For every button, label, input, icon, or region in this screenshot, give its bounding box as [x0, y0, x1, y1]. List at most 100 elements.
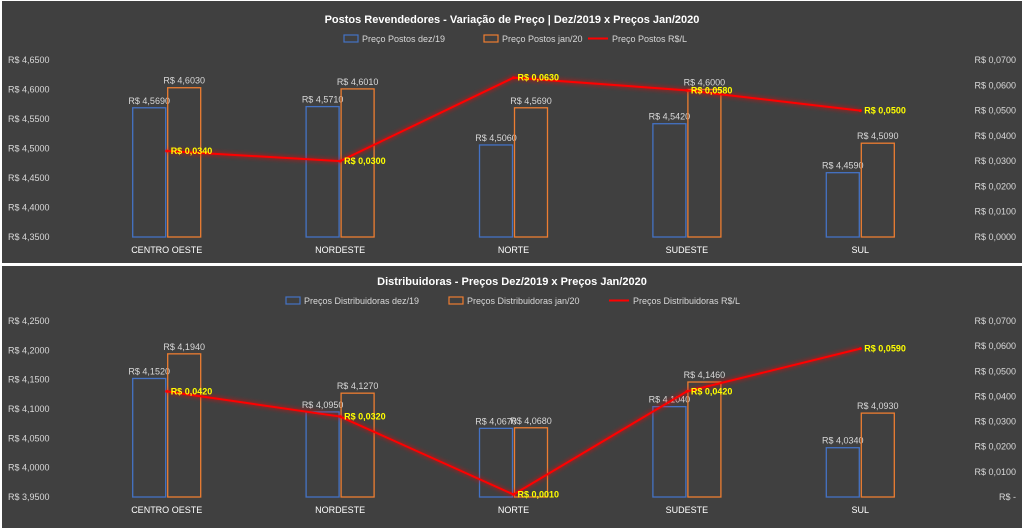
- line-value-label: R$ 0,0010: [518, 489, 560, 499]
- y-tick-label: R$ 4,1500: [8, 375, 50, 385]
- line-point: [858, 109, 862, 113]
- y2-tick-label: R$ 0,0200: [974, 181, 1016, 191]
- y2-tick-label: R$ 0,0200: [974, 442, 1016, 452]
- bar: [513, 427, 549, 498]
- y2-tick-label: R$ 0,0600: [974, 80, 1016, 90]
- bar: [132, 107, 167, 238]
- y2-tick-label: R$ 0,0600: [974, 341, 1016, 351]
- bar-value-label: R$ 4,5690: [510, 96, 552, 106]
- bar: [513, 107, 549, 238]
- x-category-label: CENTRO OESTE: [131, 505, 202, 515]
- x-category-label: SUDESTE: [666, 505, 709, 515]
- chart-distribuidoras: Distribuidoras - Preços Dez/2019 x Preço…: [8, 276, 1016, 515]
- line-value-label: R$ 0,0580: [691, 85, 733, 95]
- y-tick-label: R$ 4,2000: [8, 345, 50, 355]
- line-value-label: R$ 0,0590: [864, 344, 906, 354]
- line-value-label: R$ 0,0320: [344, 412, 386, 422]
- bar-value-label: R$ 4,4590: [822, 161, 864, 171]
- line-value-label: R$ 0,0420: [691, 386, 733, 396]
- bar-value-label: R$ 4,6000: [684, 78, 726, 88]
- bar: [340, 392, 375, 498]
- legend-item: Preços Distribuidoras dez/19: [285, 296, 419, 306]
- chart-title: Distribuidoras - Preços Dez/2019 x Preço…: [377, 276, 647, 288]
- y-tick-label: R$ 3,9500: [8, 492, 50, 502]
- bar: [478, 427, 514, 498]
- x-category-label: SUL: [852, 245, 870, 255]
- chart-postos: Postos Revendedores - Variação de Preço …: [8, 14, 1016, 255]
- bar: [305, 105, 340, 238]
- chart-panel-postos: Postos Revendedores - Variação de Preço …: [2, 1, 1022, 263]
- bar-value-label: R$ 4,1270: [337, 381, 379, 391]
- bar: [132, 377, 167, 498]
- bar-value-label: R$ 4,5690: [128, 96, 170, 106]
- bar-value-label: R$ 4,5060: [475, 133, 517, 143]
- bar-value-label: R$ 4,0340: [822, 436, 864, 446]
- bar: [687, 381, 722, 498]
- y-tick-label: R$ 4,4000: [8, 203, 50, 213]
- y2-tick-label: R$ 0,0500: [974, 106, 1016, 116]
- line-value-label: R$ 0,0630: [518, 73, 560, 83]
- bar-value-label: R$ 4,0930: [857, 401, 899, 411]
- difference-line: [166, 76, 861, 163]
- legend-label: Preços Distribuidoras dez/19: [304, 296, 419, 306]
- bar-value-label: R$ 4,5710: [302, 95, 344, 105]
- x-category-label: NORTE: [498, 505, 529, 515]
- bar: [825, 172, 860, 238]
- line-value-label: R$ 0,0340: [171, 146, 213, 156]
- line-value-label: R$ 0,0420: [171, 386, 213, 396]
- legend-item: Preço Postos jan/20: [483, 34, 583, 44]
- chart-title: Postos Revendedores - Variação de Preço …: [325, 14, 700, 26]
- y2-tick-label: R$ -: [999, 492, 1016, 502]
- bar-value-label: R$ 4,0950: [302, 400, 344, 410]
- line-value-label: R$ 0,0500: [864, 106, 906, 116]
- line-point: [338, 159, 342, 163]
- y-tick-label: R$ 4,0500: [8, 433, 50, 443]
- bar: [652, 123, 687, 238]
- line-value-label: R$ 0,0300: [344, 156, 386, 166]
- bar-value-label: R$ 4,1940: [163, 342, 205, 352]
- bar: [860, 412, 895, 498]
- bar: [687, 88, 722, 238]
- line-point: [858, 347, 862, 351]
- line-point: [338, 415, 342, 419]
- chart-panel-distribuidoras: Distribuidoras - Preços Dez/2019 x Preço…: [2, 266, 1022, 528]
- bar: [167, 353, 202, 498]
- y-tick-label: R$ 4,1000: [8, 404, 50, 414]
- bar-value-label: R$ 4,1040: [649, 395, 691, 405]
- bar-value-label: R$ 4,1460: [684, 370, 726, 380]
- bar: [652, 406, 687, 498]
- y2-tick-label: R$ 0,0300: [974, 156, 1016, 166]
- legend-swatch: [448, 296, 464, 305]
- bar: [860, 142, 895, 238]
- legend-item: Preço Postos dez/19: [343, 34, 445, 44]
- legend-label: Preço Postos dez/19: [362, 34, 445, 44]
- y-tick-label: R$ 4,2500: [8, 316, 50, 326]
- x-category-label: NORDESTE: [315, 505, 365, 515]
- legend-label: Preço Postos jan/20: [502, 34, 583, 44]
- legend-item: Preços Distribuidoras R$/L: [609, 296, 740, 306]
- bar-value-label: R$ 4,6030: [163, 76, 205, 86]
- x-category-label: SUDESTE: [666, 245, 709, 255]
- bar: [305, 411, 340, 498]
- bar: [478, 144, 514, 238]
- bar-value-label: R$ 4,0680: [510, 416, 552, 426]
- y2-tick-label: R$ 0,0400: [974, 391, 1016, 401]
- line-point: [512, 76, 515, 80]
- x-category-label: NORDESTE: [315, 245, 365, 255]
- x-category-label: NORTE: [498, 245, 529, 255]
- y2-tick-label: R$ 0,0700: [974, 316, 1016, 326]
- bar: [825, 447, 860, 498]
- y-tick-label: R$ 4,6000: [8, 85, 50, 95]
- line-point: [685, 88, 689, 92]
- bar-value-label: R$ 4,6010: [337, 77, 379, 87]
- y-tick-label: R$ 4,0000: [8, 463, 50, 473]
- line-point: [165, 389, 169, 393]
- line-point: [685, 389, 689, 393]
- legend-item: Preço Postos R$/L: [588, 34, 687, 44]
- y2-tick-label: R$ 0,0400: [974, 131, 1016, 141]
- y-tick-label: R$ 4,3500: [8, 232, 50, 242]
- y2-tick-label: R$ 0,0100: [974, 467, 1016, 477]
- y2-tick-label: R$ 0,0100: [974, 207, 1016, 217]
- legend-swatch: [483, 34, 499, 43]
- x-category-label: CENTRO OESTE: [131, 245, 202, 255]
